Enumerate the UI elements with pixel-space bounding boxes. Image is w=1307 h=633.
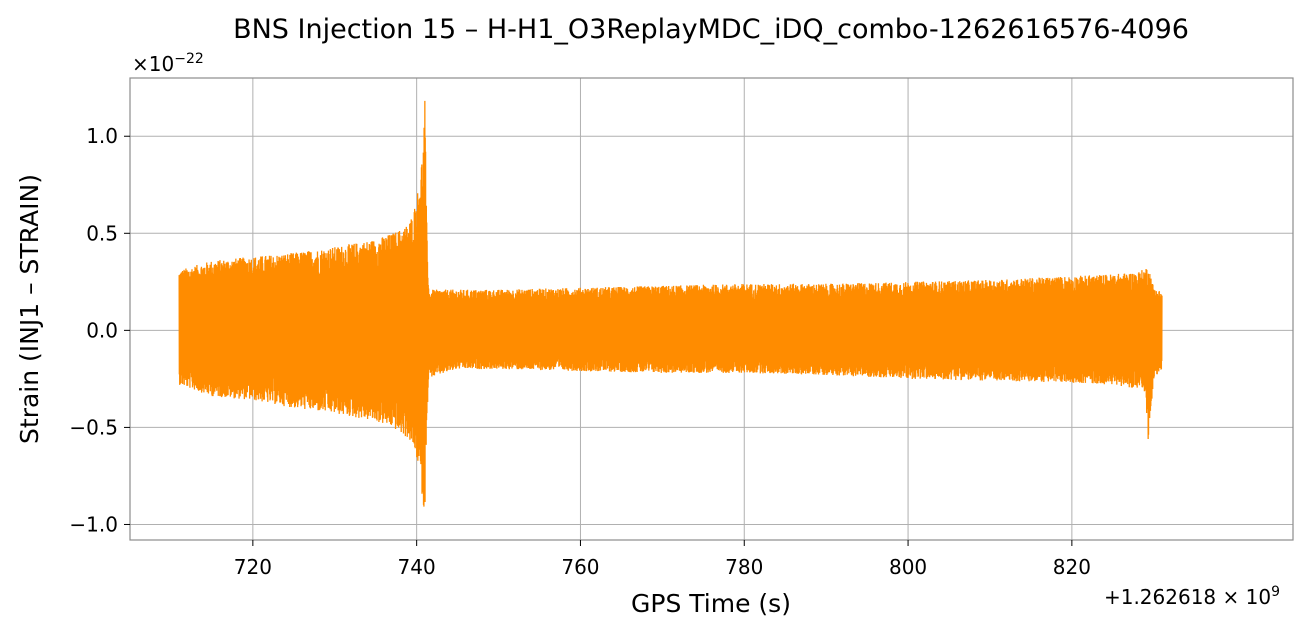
- x-tick-label: 720: [234, 555, 272, 579]
- x-tick-label: 740: [398, 555, 436, 579]
- series-strain: [178, 100, 1163, 507]
- y-axis-ticks: −1.0 −0.5 0.0 0.5 1.0: [69, 124, 130, 536]
- x-offset-prefix: +1.262618: [1104, 585, 1216, 609]
- x-tick-label: 760: [561, 555, 599, 579]
- y-tick-label: −0.5: [69, 415, 118, 439]
- y-tick-label: 1.0: [86, 124, 118, 148]
- x-tick-label: 820: [1053, 555, 1091, 579]
- x-offset-exponent: 9: [1271, 584, 1280, 600]
- strain-trace: [178, 100, 1163, 507]
- y-scale-label: ×10−22: [132, 51, 204, 76]
- x-axis-label: GPS Time (s): [631, 589, 791, 618]
- plot-frame: [129, 77, 1294, 541]
- y-scale-exponent: −22: [174, 51, 204, 67]
- chart-title: BNS Injection 15 – H-H1_O3ReplayMDC_iDQ_…: [233, 14, 1189, 45]
- x-tick-label: 780: [725, 555, 763, 579]
- y-axis-label: Strain (INJ1 – STRAIN): [15, 174, 44, 444]
- x-axis-ticks: 720 740 760 780 800 820: [234, 540, 1091, 579]
- y-scale-prefix: ×10: [132, 52, 174, 76]
- x-tick-label: 800: [889, 555, 927, 579]
- y-tick-label: −1.0: [69, 512, 118, 536]
- x-offset-label: +1.262618 × 109: [1104, 584, 1280, 609]
- y-tick-label: 0.5: [86, 221, 118, 245]
- y-tick-label: 0.0: [86, 318, 118, 342]
